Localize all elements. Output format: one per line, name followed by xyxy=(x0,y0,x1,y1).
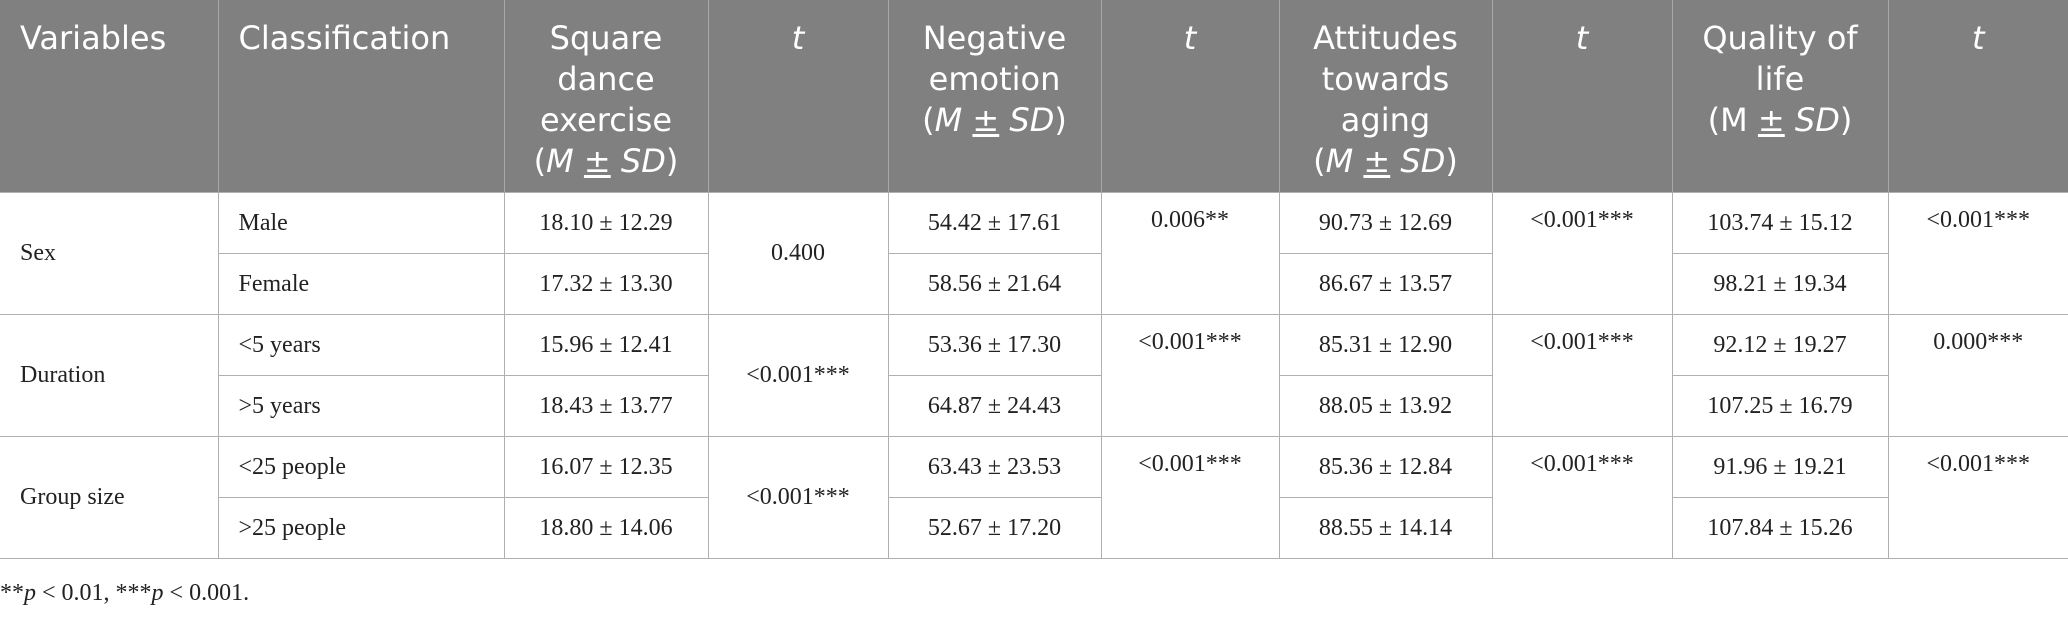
table-row: >25 people 18.80 ± 14.06 52.67 ± 17.20 8… xyxy=(0,497,2068,559)
attitudes-cell: 85.31 ± 12.90 xyxy=(1278,314,1493,376)
t-attitudes-cell: <0.001*** xyxy=(1491,314,1673,437)
quality-of-life-cell: 107.25 ± 16.79 xyxy=(1671,375,1888,437)
attitudes-cell: 86.67 ± 13.57 xyxy=(1278,253,1493,315)
table-row: Duration <5 years 15.96 ± 12.41 <0.001**… xyxy=(0,314,2068,437)
square-dance-cell: 18.43 ± 13.77 xyxy=(503,375,709,437)
classification-cell: >25 people xyxy=(218,497,505,559)
header-square-dance: Square dance exercise (M ± SD) xyxy=(504,0,709,193)
header-attitudes: Attitudes towards aging (M ± SD) xyxy=(1279,0,1493,193)
attitudes-cell: 90.73 ± 12.69 xyxy=(1278,192,1493,254)
header-classification: Classification xyxy=(218,0,505,193)
square-dance-cell: 16.07 ± 12.35 xyxy=(503,436,709,498)
header-variables: Variables xyxy=(0,0,219,193)
table-row: >5 years 18.43 ± 13.77 64.87 ± 24.43 88.… xyxy=(0,375,2068,437)
table-footnote: **p < 0.01, ***p < 0.001. xyxy=(0,580,250,606)
t-negative-cell: <0.001*** xyxy=(1100,436,1280,559)
header-t-negative: t xyxy=(1101,0,1280,193)
table-row: Group size <25 people 16.07 ± 12.35 <0.0… xyxy=(0,436,2068,559)
negative-emotion-cell: 64.87 ± 24.43 xyxy=(887,375,1102,437)
square-dance-cell: 18.80 ± 14.06 xyxy=(503,497,709,559)
header-t-attitudes: t xyxy=(1492,0,1673,193)
classification-cell: <25 people xyxy=(217,436,505,498)
negative-emotion-cell: 54.42 ± 17.61 xyxy=(887,192,1102,254)
quality-of-life-cell: 91.96 ± 19.21 xyxy=(1671,436,1889,498)
square-dance-cell: 17.32 ± 13.30 xyxy=(503,253,709,315)
classification-cell: >5 years xyxy=(218,375,505,437)
header-t-square: t xyxy=(708,0,889,193)
results-table: Variables Classification Square dance ex… xyxy=(0,0,2068,559)
attitudes-cell: 88.05 ± 13.92 xyxy=(1278,375,1493,437)
t-qol-cell: <0.001*** xyxy=(1887,192,2068,315)
t-negative-cell: <0.001*** xyxy=(1100,314,1280,437)
t-qol-cell: <0.001*** xyxy=(1887,436,2068,559)
square-dance-cell: 18.10 ± 12.29 xyxy=(503,192,709,254)
negative-emotion-cell: 52.67 ± 17.20 xyxy=(887,497,1102,559)
classification-cell: Male xyxy=(217,192,505,254)
table-row: Female 17.32 ± 13.30 58.56 ± 21.64 86.67… xyxy=(0,253,2068,315)
t-attitudes-cell: <0.001*** xyxy=(1491,436,1673,559)
variable-cell: Group size xyxy=(0,436,219,559)
t-square-cell: <0.001*** xyxy=(707,314,889,437)
header-t-qol: t xyxy=(1888,0,2068,193)
t-square-cell: 0.400 xyxy=(707,192,889,315)
header-row: Variables Classification Square dance ex… xyxy=(0,0,2068,193)
attitudes-cell: 85.36 ± 12.84 xyxy=(1278,436,1493,498)
t-negative-cell: 0.006** xyxy=(1100,192,1280,315)
header-quality-of-life: Quality of life (M ± SD) xyxy=(1672,0,1889,193)
quality-of-life-cell: 103.74 ± 15.12 xyxy=(1671,192,1889,254)
negative-emotion-cell: 58.56 ± 21.64 xyxy=(887,253,1102,315)
quality-of-life-cell: 107.84 ± 15.26 xyxy=(1671,497,1888,559)
t-attitudes-cell: <0.001*** xyxy=(1491,192,1673,315)
table-row: Sex Male 18.10 ± 12.29 0.400 54.42 ± 17.… xyxy=(0,192,2068,315)
t-square-cell: <0.001*** xyxy=(707,436,889,559)
square-dance-cell: 15.96 ± 12.41 xyxy=(503,314,709,376)
classification-cell: Female xyxy=(218,253,505,315)
attitudes-cell: 88.55 ± 14.14 xyxy=(1278,497,1493,559)
negative-emotion-cell: 53.36 ± 17.30 xyxy=(887,314,1102,376)
classification-cell: <5 years xyxy=(217,314,505,376)
quality-of-life-cell: 92.12 ± 19.27 xyxy=(1671,314,1889,376)
quality-of-life-cell: 98.21 ± 19.34 xyxy=(1671,253,1888,315)
negative-emotion-cell: 63.43 ± 23.53 xyxy=(887,436,1102,498)
variable-cell: Duration xyxy=(0,314,219,437)
header-negative-emotion: Negative emotion (M ± SD) xyxy=(888,0,1102,193)
variable-cell: Sex xyxy=(0,192,219,315)
t-qol-cell: 0.000*** xyxy=(1887,314,2068,437)
